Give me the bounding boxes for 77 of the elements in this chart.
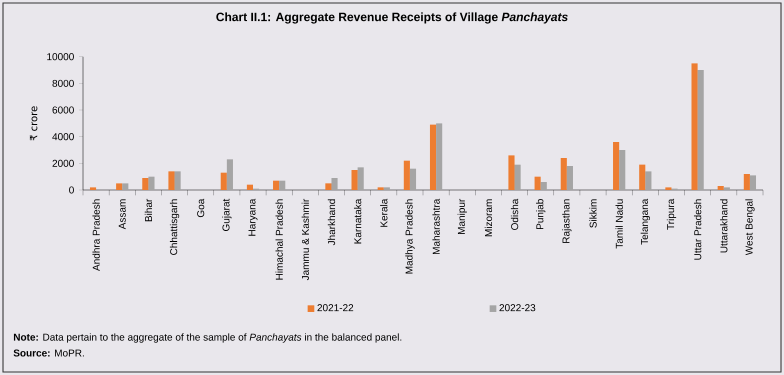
- bar: [116, 183, 122, 190]
- x-tick-label: Mizoram: [484, 199, 492, 236]
- bar: [279, 180, 286, 190]
- x-tick-label: Chhattisgarh: [170, 199, 180, 255]
- bar: [724, 187, 730, 190]
- chart-title: Chart II.1: Aggregate Revenue Receipts of Village Panchayats: [216, 12, 568, 24]
- bar: [566, 166, 573, 190]
- bar: [142, 178, 148, 190]
- text: Note: Data pertain to the aggregate of the sample of Panchayats in the balanced panel.: [14, 333, 402, 343]
- x-tick-label: Bihar: [144, 198, 152, 222]
- bar: [508, 155, 515, 190]
- y-tick-label: 10000: [47, 53, 74, 60]
- bar: [613, 142, 620, 190]
- x-tick-label: Goa: [197, 198, 204, 218]
- bar: [430, 124, 436, 190]
- text: Source: MoPR.: [14, 349, 84, 357]
- bar: [619, 150, 626, 190]
- x-tick-label: Andhra Pradesh: [92, 199, 100, 271]
- bar: [378, 187, 384, 190]
- x-tick-label: Telangana: [640, 198, 650, 245]
- x-tick-label: Assam: [118, 199, 126, 230]
- bar: [90, 187, 96, 190]
- bar: [534, 176, 541, 190]
- bar: [148, 176, 155, 190]
- legend-label: 2021-22: [317, 304, 354, 312]
- x-tick-label: Uttar Pradesh: [694, 199, 702, 260]
- bar: [436, 123, 442, 190]
- x-tick-label: Jharkhand: [328, 199, 336, 246]
- y-tick-label: 8000: [52, 80, 74, 87]
- bar: [351, 170, 358, 190]
- y-axis-title: ₹ crore: [30, 106, 38, 140]
- y-tick-label: 6000: [52, 106, 74, 114]
- x-tick-label: Sikkim: [589, 199, 597, 228]
- x-tick-label: Madhya Pradesh: [405, 199, 415, 274]
- x-tick-label: Maharashtra: [432, 198, 440, 254]
- bar: [226, 159, 233, 190]
- x-tick-label: Gujarat: [222, 198, 232, 231]
- x-tick-label: Tamil Nadu: [616, 199, 623, 248]
- bar: [246, 184, 254, 190]
- x-tick-label: Uttarakhand: [720, 199, 728, 252]
- x-tick-label: Odisha: [510, 198, 518, 230]
- bar: [168, 171, 175, 190]
- x-tick-label: Himachal Pradesh: [276, 199, 283, 280]
- bar: [718, 186, 724, 190]
- x-tick-label: Haryana: [248, 198, 258, 236]
- bar: [665, 187, 672, 190]
- bar: [639, 164, 646, 190]
- bar: [410, 168, 416, 190]
- bar: [540, 182, 547, 190]
- x-tick-label: Rajasthan: [562, 199, 572, 243]
- x-tick-label: Manipur: [458, 198, 467, 234]
- y-tick-label: 0: [69, 186, 74, 194]
- x-tick-label: Karnataka: [354, 198, 362, 244]
- bar: [744, 174, 750, 190]
- bar: [325, 183, 332, 190]
- bar: [514, 164, 521, 190]
- bar: [560, 158, 567, 190]
- bar: [273, 180, 280, 190]
- legend-label: 2022-23: [500, 304, 536, 312]
- x-tick-label: West Bengal: [745, 199, 755, 256]
- bar: [384, 187, 390, 190]
- bar: [698, 70, 704, 190]
- y-tick-label: 4000: [52, 133, 74, 140]
- bar: [750, 175, 756, 190]
- x-tick-label: Kerala: [380, 198, 388, 227]
- bar: [645, 171, 652, 190]
- bar: [331, 178, 338, 190]
- bar: [174, 171, 181, 190]
- x-tick-label: Punjab: [536, 199, 546, 230]
- bar: [404, 160, 410, 190]
- x-tick-label: Tripura: [666, 198, 676, 230]
- bar: [358, 167, 364, 190]
- bar: [220, 172, 227, 190]
- bar: [122, 183, 128, 190]
- x-tick-label: Jammu & Kashmir: [302, 198, 309, 280]
- y-tick-label: 2000: [52, 160, 74, 167]
- bar: [691, 63, 698, 190]
